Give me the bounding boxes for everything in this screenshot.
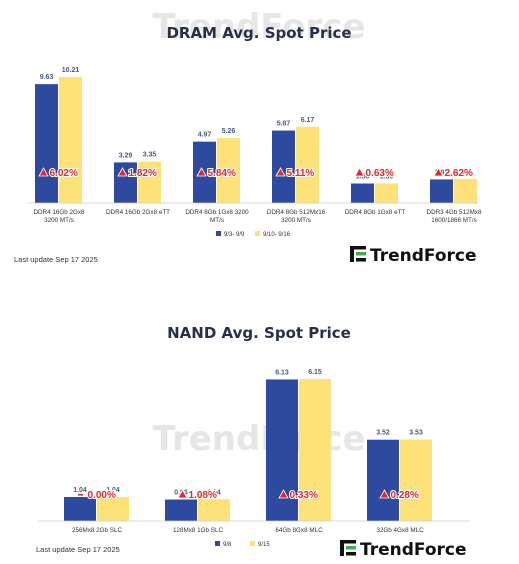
nand-bar-2-3: [299, 379, 331, 521]
nand-value-label-2-2: 0.94: [207, 489, 221, 496]
nand-value-label-2-4: 3.53: [409, 429, 423, 436]
dram-category-label-4-line-2: 3200 MT/s: [281, 217, 311, 224]
dram-legend-label-1: 9/3- 9/9: [224, 232, 245, 238]
dram-bar-1-6: [430, 179, 453, 203]
dram-watermark: TrendForce: [152, 7, 365, 47]
nand-brand-logo: TrendForce: [340, 540, 467, 560]
dram-value-label-2-5: 1.59: [380, 173, 394, 180]
dram-brand-name: TrendForce: [370, 246, 477, 266]
dram-category-label-6-line-2: 1600/1866 MT/s: [431, 217, 477, 224]
nand-value-label-2-1: 1.04: [106, 487, 120, 494]
dram-value-label-1-5: 1.58: [356, 174, 370, 181]
dram-bar-1-3: [193, 141, 216, 203]
dram-bar-1-4: [272, 130, 295, 203]
nand-category-label-4: 32Gb 4Gx8 MLC: [376, 527, 424, 534]
dram-value-label-2-1: 10.21: [62, 67, 80, 74]
nand-value-label-1-3: 6.13: [275, 369, 289, 376]
nand-title: NAND Avg. Spot Price: [167, 324, 351, 342]
nand-bar-2-2: [198, 499, 230, 521]
nand-bars: 1.041.040.00%256Mx8 2Gb SLC0.930.941.08%…: [64, 369, 432, 534]
dram-bar-1-1: [35, 84, 58, 203]
dram-category-label-2: DDR4 16Gb 2Gx8 eTT: [106, 209, 170, 216]
nand-value-label-1-4: 3.52: [376, 430, 390, 437]
dram-change-label-1: 6.02%: [50, 168, 78, 179]
dram-change-label-6: 2.62%: [445, 168, 473, 179]
nand-value-label-2-3: 6.15: [308, 369, 322, 376]
dram-value-label-1-2: 3.29: [119, 152, 133, 159]
dram-change-label-3: 5.84%: [208, 168, 236, 179]
dram-change-up-icon-5: [354, 167, 365, 177]
nand-bar-1-4: [367, 439, 399, 521]
dram-change-up-icon-4: [275, 167, 286, 177]
nand-category-label-2: 128Mx8 1Gb SLC: [173, 527, 224, 534]
dram-bar-1-5: [351, 183, 374, 203]
nand-change-label-3: 0.33%: [290, 490, 318, 501]
dram-value-label-2-3: 5.26: [222, 128, 236, 135]
nand-legend-label-2: 9/15: [258, 542, 270, 548]
dram-bar-2-6: [454, 178, 477, 203]
dram-title: DRAM Avg. Spot Price: [166, 24, 351, 42]
dram-change-label-2: 1.82%: [129, 168, 157, 179]
nand-bar-1-2: [165, 499, 197, 521]
dram-value-label-1-3: 4.97: [198, 132, 212, 139]
nand-legend-label-1: 9/8: [223, 542, 232, 548]
trendforce-logo-icon: [340, 540, 356, 556]
dram-value-label-2-6: 1.96: [459, 169, 473, 176]
dram-category-label-1-line-2: 3200 MT/s: [44, 217, 74, 224]
dram-chart: TrendForce DRAM Avg. Spot Price 9.63 10.2…: [14, 7, 482, 266]
nand-legend-swatch-2: [250, 541, 255, 546]
dram-change-up-icon-1: [38, 167, 49, 177]
nand-change-label-4: 0.28%: [391, 490, 419, 501]
dram-legend-label-2: 9/10- 9/16: [263, 232, 291, 238]
nand-category-label-3: 64Gb 8Gx8 MLC: [275, 527, 323, 534]
dram-legend-swatch-2: [255, 231, 260, 236]
nand-bar-2-4: [400, 439, 432, 521]
dram-value-label-1-4: 5.87: [277, 121, 291, 128]
dram-change-up-icon-3: [196, 167, 207, 177]
nand-value-label-1-1: 1.04: [73, 487, 87, 494]
nand-legend: 9/8 9/15: [215, 541, 270, 548]
dram-last-update: Last update Sep 17 2025: [14, 255, 98, 264]
dram-category-label-3-line-2: MT/s: [210, 217, 224, 224]
nand-last-update: Last update Sep 17 2025: [36, 545, 120, 554]
dram-category-label-4-line-1: DDR4 8Gb 512Mx16: [267, 209, 326, 216]
dram-change-up-icon-2: [117, 167, 128, 177]
dram-bar-2-4: [296, 126, 319, 203]
nand-chart: NAND Avg. Spot Price TrendForce 1.04 1.04…: [36, 324, 470, 560]
nand-change-up-icon-3: [278, 489, 289, 499]
nand-bar-1-1: [64, 496, 96, 521]
dram-category-label-3-line-1: DDR4 8Gb 1Gx8 3200: [185, 209, 249, 216]
nand-change-up-icon-4: [379, 489, 390, 499]
nand-change-up-icon-2: [177, 489, 188, 499]
dram-bar-2-5: [375, 183, 398, 203]
nand-watermark: TrendForce: [152, 419, 365, 459]
dram-bar-2-3: [217, 138, 240, 203]
dram-value-label-2-4: 6.17: [301, 117, 315, 124]
dram-legend: 9/3- 9/9 9/10- 9/16: [216, 231, 291, 238]
nand-bar-2-1: [97, 496, 129, 521]
nand-change-label-2: 1.08%: [189, 490, 217, 501]
dram-change-label-5: 0.63%: [366, 168, 394, 179]
dram-change-label-4: 5.11%: [287, 168, 315, 179]
nand-category-label-1: 256Mx8 2Gb SLC: [72, 527, 123, 534]
dram-category-label-1-line-1: DDR4 16Gb 2Gx8: [33, 209, 85, 216]
dram-category-label-6-line-1: DDR3 4Gb 512Mx8: [427, 209, 482, 216]
dram-brand-logo: TrendForce: [350, 246, 477, 266]
trendforce-logo-icon: [350, 246, 366, 262]
dram-change-up-icon-6: [433, 167, 444, 177]
nand-change-flat-icon-1: [78, 494, 83, 496]
dram-legend-swatch-1: [216, 231, 221, 236]
dram-category-label-5: DDR4 8Gb 1Gx8 eTT: [345, 209, 406, 216]
dram-value-label-1-1: 9.63: [40, 74, 54, 81]
dram-bar-2-1: [59, 77, 82, 203]
dram-bar-2-2: [138, 161, 161, 203]
nand-legend-swatch-1: [215, 541, 220, 546]
dram-value-label-2-2: 3.35: [143, 152, 157, 159]
nand-brand-name: TrendForce: [360, 540, 467, 560]
nand-change-label-1: 0.00%: [88, 490, 116, 501]
